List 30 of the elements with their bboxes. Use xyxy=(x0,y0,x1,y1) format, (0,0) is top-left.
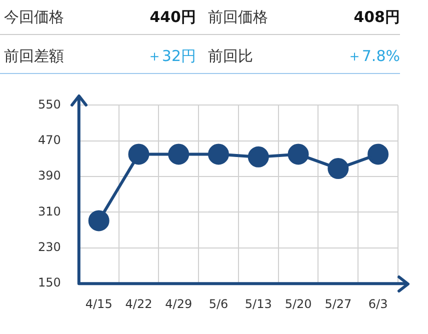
x-tick-label: 4/22 xyxy=(125,296,152,311)
text: 前回価格 xyxy=(207,8,269,26)
point xyxy=(208,144,230,165)
text: 前回比 xyxy=(207,46,254,66)
point xyxy=(248,146,269,168)
text: 408円 xyxy=(352,8,400,26)
y-tick-label: 310 xyxy=(38,204,61,218)
x-tick-label: 5/13 xyxy=(244,296,272,311)
point xyxy=(128,144,150,165)
point xyxy=(88,210,110,232)
x-tick-label: 4/15 xyxy=(85,296,112,311)
x-tick-label: 5/27 xyxy=(324,296,352,311)
text: 440円 xyxy=(148,8,196,26)
y-tick-label: 150 xyxy=(38,276,61,290)
point xyxy=(328,158,349,180)
y-tick-label: 230 xyxy=(38,240,61,254)
x-tick-label: 4/29 xyxy=(165,296,192,311)
text: ＋7.8% xyxy=(346,46,400,66)
point xyxy=(368,144,389,165)
point xyxy=(168,144,190,165)
x-tick-label: 6/3 xyxy=(368,296,388,311)
text: 今回価格 xyxy=(3,8,65,26)
y-tick-label: 390 xyxy=(38,168,61,183)
text: ＋32円 xyxy=(146,46,196,66)
y-tick-label: 470 xyxy=(38,133,61,148)
y-tick-label: 550 xyxy=(38,97,61,112)
x-tick-label: 5/20 xyxy=(284,296,312,311)
text: 前回差額 xyxy=(3,46,65,66)
point xyxy=(288,144,309,165)
x-tick-label: 5/6 xyxy=(208,296,228,311)
